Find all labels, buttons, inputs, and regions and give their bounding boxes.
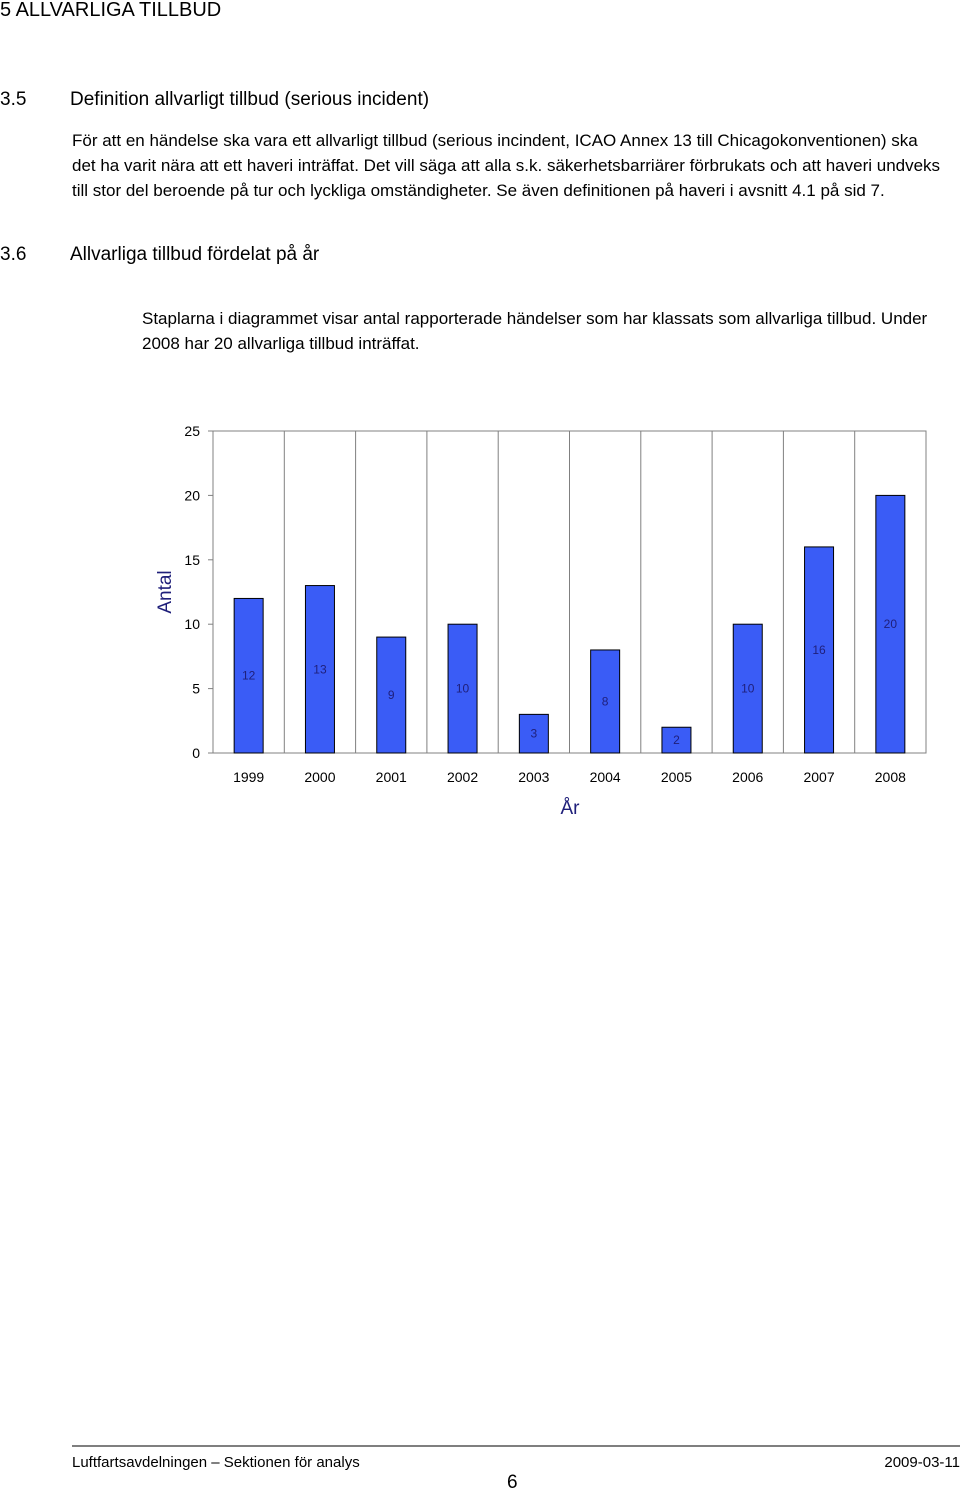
section-3-5-number: 3.5 [0,89,27,110]
section-3-5-heading: 3.5 Definition allvarligt tillbud (seriou… [0,88,429,112]
y-tick-label: 25 [184,423,200,439]
x-tick-label: 2000 [304,769,335,785]
data-label: 10 [456,682,470,696]
y-axis-title: Antal [155,570,176,613]
x-tick-label: 2004 [590,769,621,785]
x-tick-label: 2006 [732,769,763,785]
bar-1999 [233,597,264,754]
page-number: 6 [507,1472,518,1493]
data-label: 8 [602,694,609,708]
section-3-6-heading: 3.6 Allvarliga tillbud fördelat på år [0,243,319,267]
x-tick-label: 2003 [518,769,549,785]
bar-2002 [447,623,478,754]
bar-2005 [661,726,692,754]
data-label: 2 [673,733,680,747]
bar-2003 [518,713,549,754]
data-label: 9 [388,688,395,702]
footer-divider [72,1445,960,1447]
x-tick-label: 2002 [447,769,478,785]
section-3-5-title: Definition allvarligt tillbud (serious i… [70,89,430,110]
x-axis-title: År [561,798,581,819]
data-label: 20 [884,617,898,631]
bar-2004 [590,649,621,754]
footer-date: 2009-03-11 [884,1454,960,1471]
data-label: 10 [741,682,755,696]
section-3-6-body: Staplarna i diagrammet visar antal rappo… [142,309,928,353]
footer-organization: Luftfartsavdelningen – Sektionen för ana… [72,1454,360,1471]
bar-2006 [732,623,763,754]
chapter-title: 5 ALLVARLIGA TILLBUD [0,0,222,21]
x-tick-label: 2005 [661,769,692,785]
bar-2008 [875,494,906,754]
bar-2000 [304,585,335,754]
data-label: 13 [313,662,327,676]
bar-2007 [804,546,835,754]
y-tick-label: 15 [184,552,200,568]
y-tick-label: 0 [192,745,200,761]
data-label: 3 [531,727,538,741]
bar-2001 [376,636,407,754]
y-tick-label: 10 [184,616,200,632]
section-3-6-number: 3.6 [0,244,27,265]
x-tick-label: 2007 [803,769,834,785]
section-3-6-title: Allvarliga tillbud fördelat på år [70,244,320,265]
data-label: 12 [242,669,256,683]
section-3-5-body: För att en händelse ska vara ett allvarl… [72,131,941,200]
y-tick-label: 5 [192,681,200,697]
x-tick-label: 2001 [376,769,407,785]
bar-chart: 0 5 10 15 20 25 12 1999 13 2000 9 2001 10 2002 3 2003 8 2… [155,423,927,819]
x-tick-label: 1999 [233,769,264,785]
x-tick-label: 2008 [875,769,906,785]
y-tick-label: 20 [184,487,200,503]
data-label: 16 [812,643,826,657]
